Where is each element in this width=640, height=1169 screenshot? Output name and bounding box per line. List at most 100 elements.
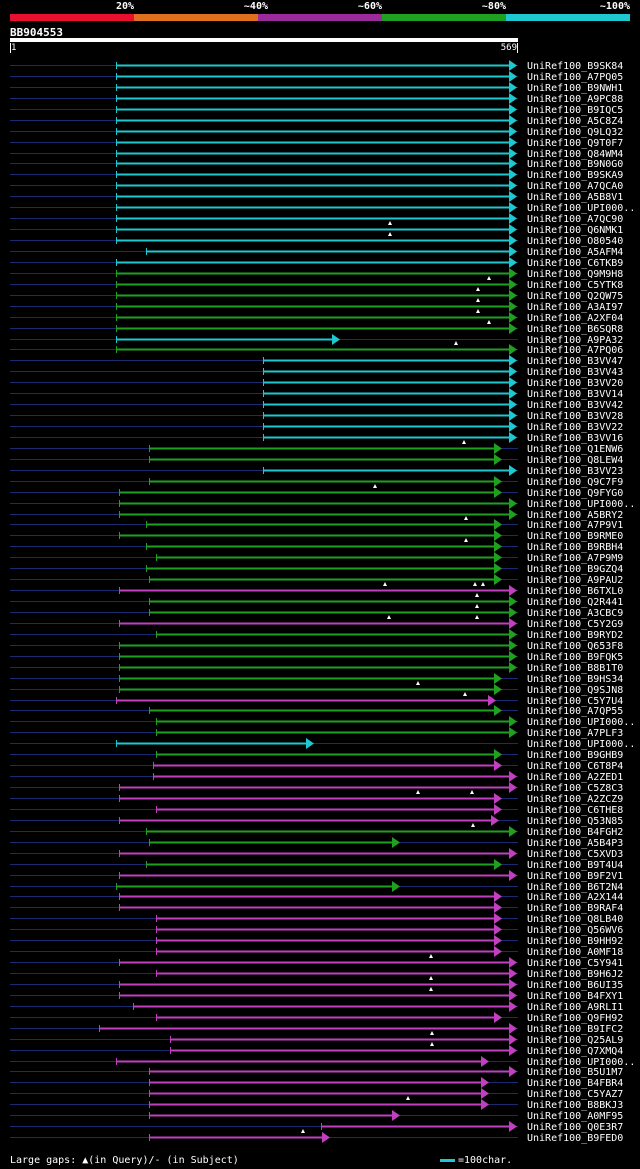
hit-id-link[interactable]: UniRef100_A5C8Z4: [527, 116, 623, 127]
hit-row[interactable]: UniRef100_A2XF04: [10, 309, 623, 324]
hit-id-link[interactable]: UniRef100_A2ZCZ9: [527, 794, 623, 805]
hit-row[interactable]: UniRef100_UPI000..: [10, 498, 635, 510]
hit-row[interactable]: UniRef100_A7QP55: [10, 705, 623, 717]
hit-row[interactable]: UniRef100_B6T2N4: [10, 881, 623, 893]
hit-id-link[interactable]: UniRef100_C5Y2G9: [527, 619, 623, 630]
hit-id-link[interactable]: UniRef100_B8B1T0: [527, 663, 623, 674]
hit-id-link[interactable]: UniRef100_B9HH92: [527, 936, 623, 947]
hit-row[interactable]: UniRef100_A0MF18: [10, 946, 623, 958]
hit-id-link[interactable]: UniRef100_Q7XMQ4: [527, 1046, 623, 1057]
hit-id-link[interactable]: UniRef100_Q53N85: [527, 816, 623, 827]
hit-row[interactable]: UniRef100_B4FXY1: [10, 987, 623, 1002]
hit-id-link[interactable]: UniRef100_B3VV28: [527, 411, 623, 422]
hit-row[interactable]: UniRef100_B9RME0: [10, 530, 623, 542]
hit-row[interactable]: UniRef100_A9RLI1: [10, 1001, 623, 1013]
hit-id-link[interactable]: UniRef100_C5YAZ7: [527, 1089, 623, 1100]
hit-row[interactable]: UniRef100_B3VV20: [10, 377, 623, 389]
hit-id-link[interactable]: UniRef100_B9RYD2: [527, 630, 623, 641]
hit-id-link[interactable]: UniRef100_Q9FYG0: [527, 488, 623, 499]
hit-row[interactable]: UniRef100_Q53N85: [10, 815, 623, 827]
hit-id-link[interactable]: UniRef100_B9FQK5: [527, 652, 623, 663]
hit-row[interactable]: UniRef100_A5B8V1: [10, 191, 623, 203]
hit-row[interactable]: UniRef100_B6TXL0: [10, 582, 623, 597]
hit-id-link[interactable]: UniRef100_A5B8V1: [527, 192, 623, 203]
hit-id-link[interactable]: UniRef100_Q8LB40: [527, 914, 623, 925]
hit-id-link[interactable]: UniRef100_B3VV23: [527, 466, 623, 477]
hit-id-link[interactable]: UniRef100_Q0E3R7: [527, 1122, 623, 1133]
hit-id-link[interactable]: UniRef100_Q9FH92: [527, 1013, 623, 1024]
hit-row[interactable]: UniRef100_UPI000..: [10, 202, 635, 214]
hit-row[interactable]: UniRef100_B9GZQ4: [10, 563, 623, 575]
hit-row[interactable]: UniRef100_O80540: [10, 232, 623, 247]
hit-row[interactable]: UniRef100_C5Y941: [10, 954, 623, 969]
hit-id-link[interactable]: UniRef100_Q84WM4: [527, 149, 623, 160]
hit-row[interactable]: UniRef100_C5YTK8: [10, 276, 623, 291]
hit-id-link[interactable]: UniRef100_C6T8P4: [527, 761, 623, 772]
hit-row[interactable]: UniRef100_B3VV43: [10, 366, 623, 378]
hit-id-link[interactable]: UniRef100_A9RLI1: [527, 1002, 623, 1013]
hit-id-link[interactable]: UniRef100_Q653F8: [527, 641, 623, 652]
hit-id-link[interactable]: UniRef100_Q56WV6: [527, 925, 623, 936]
hit-row[interactable]: UniRef100_Q9FYG0: [10, 484, 623, 499]
hit-row[interactable]: UniRef100_UPI000..: [10, 1056, 635, 1068]
hit-id-link[interactable]: UniRef100_B9HS34: [527, 674, 623, 685]
hit-row[interactable]: UniRef100_B3VV47: [10, 355, 623, 367]
hit-row[interactable]: UniRef100_Q8LEW4: [10, 454, 623, 466]
hit-row[interactable]: UniRef100_B3VV28: [10, 410, 623, 422]
hit-id-link[interactable]: UniRef100_B9F2V1: [527, 871, 623, 882]
hit-id-link[interactable]: UniRef100_UPI000..: [527, 203, 635, 214]
hit-row[interactable]: UniRef100_B3VV16: [10, 432, 623, 444]
hit-row[interactable]: UniRef100_B4FGH2: [10, 823, 623, 838]
hit-row[interactable]: UniRef100_B8BKJ3: [10, 1096, 623, 1111]
hit-row[interactable]: UniRef100_B9H6J2: [10, 968, 623, 980]
hit-row[interactable]: UniRef100_C5Z8C3: [10, 782, 623, 794]
hit-id-link[interactable]: UniRef100_A7QC90: [527, 214, 623, 225]
hit-row[interactable]: UniRef100_A2ZED1: [10, 771, 623, 783]
hit-id-link[interactable]: UniRef100_B6UI35: [527, 980, 623, 991]
hit-id-link[interactable]: UniRef100_Q25AL9: [527, 1035, 623, 1046]
hit-row[interactable]: UniRef100_C5YAZ7: [10, 1088, 623, 1100]
hit-row[interactable]: UniRef100_Q6NMK1: [10, 221, 623, 236]
hit-id-link[interactable]: UniRef100_B9RAF4: [527, 903, 623, 914]
hit-row[interactable]: UniRef100_C6TKB9: [10, 257, 623, 269]
hit-row[interactable]: UniRef100_B9T4U4: [10, 859, 623, 871]
hit-row[interactable]: UniRef100_A5C8Z4: [10, 115, 623, 127]
hit-row[interactable]: UniRef100_A7PQ05: [10, 71, 623, 83]
hit-id-link[interactable]: UniRef100_Q9M9H8: [527, 269, 623, 280]
hit-row[interactable]: UniRef100_Q56WV6: [10, 924, 623, 936]
hit-id-link[interactable]: UniRef100_UPI000..: [527, 1057, 635, 1068]
hit-id-link[interactable]: UniRef100_B3VV14: [527, 389, 623, 400]
hit-row[interactable]: UniRef100_Q9LQ32: [10, 126, 623, 138]
hit-row[interactable]: UniRef100_B6UI35: [10, 976, 623, 991]
hit-id-link[interactable]: UniRef100_A5B4P3: [527, 838, 623, 849]
hit-id-link[interactable]: UniRef100_C6TKB9: [527, 258, 623, 269]
hit-id-link[interactable]: UniRef100_B4FXY1: [527, 991, 623, 1002]
hit-row[interactable]: UniRef100_Q1ENW6: [10, 440, 623, 455]
hit-id-link[interactable]: UniRef100_C5XVD3: [527, 849, 623, 860]
hit-id-link[interactable]: UniRef100_A7QCA0: [527, 181, 623, 192]
hit-row[interactable]: UniRef100_B8B1T0: [10, 662, 623, 674]
hit-row[interactable]: UniRef100_Q9SJN8: [10, 681, 623, 696]
hit-id-link[interactable]: UniRef100_B9FED0: [527, 1133, 623, 1144]
hit-id-link[interactable]: UniRef100_B3VV47: [527, 356, 623, 367]
hit-id-link[interactable]: UniRef100_Q2R441: [527, 597, 623, 608]
hit-id-link[interactable]: UniRef100_B9IFC2: [527, 1024, 623, 1035]
hit-row[interactable]: UniRef100_B9RAF4: [10, 902, 623, 914]
hit-id-link[interactable]: UniRef100_B4FBR4: [527, 1078, 623, 1089]
hit-id-link[interactable]: UniRef100_A7PQ06: [527, 345, 623, 356]
hit-row[interactable]: UniRef100_UPI000..: [10, 716, 635, 728]
hit-id-link[interactable]: UniRef100_A9PAU2: [527, 575, 623, 586]
hit-id-link[interactable]: UniRef100_A3CBC9: [527, 608, 623, 619]
hit-id-link[interactable]: UniRef100_B9IQC5: [527, 105, 623, 116]
hit-row[interactable]: UniRef100_B9NWH1: [10, 82, 623, 94]
hit-id-link[interactable]: UniRef100_B3VV22: [527, 422, 623, 433]
hit-id-link[interactable]: UniRef100_UPI000..: [527, 717, 635, 728]
hit-id-link[interactable]: UniRef100_Q9SJN8: [527, 685, 623, 696]
hit-id-link[interactable]: UniRef100_B9GHB9: [527, 750, 623, 761]
hit-row[interactable]: UniRef100_B9HH92: [10, 935, 623, 947]
hit-id-link[interactable]: UniRef100_C5YTK8: [527, 280, 623, 291]
hit-row[interactable]: UniRef100_A3AI97: [10, 298, 623, 313]
hit-id-link[interactable]: UniRef100_B9RME0: [527, 531, 623, 542]
hit-row[interactable]: UniRef100_A7P9M9: [10, 552, 623, 564]
hit-row[interactable]: UniRef100_Q2R441: [10, 593, 623, 608]
